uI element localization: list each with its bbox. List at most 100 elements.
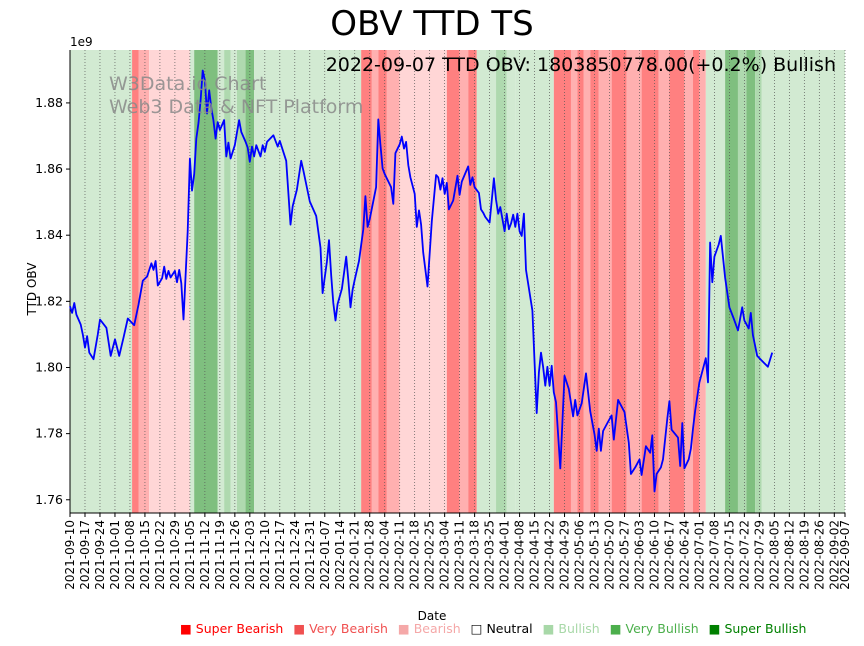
signal-band <box>583 50 591 513</box>
x-tick-label: 2022-03-11 <box>453 520 467 590</box>
x-tick-label: 2022-01-28 <box>363 520 377 590</box>
signal-band <box>371 50 379 513</box>
x-tick-label: 2021-11-19 <box>213 520 227 590</box>
x-tick-label: 2022-08-26 <box>812 520 826 590</box>
x-tick-label: 2022-05-20 <box>603 520 617 590</box>
signal-band <box>725 50 738 513</box>
x-tick-label: 2021-10-29 <box>168 520 182 590</box>
signal-band <box>217 50 225 513</box>
x-tick-label: 2021-12-03 <box>243 520 257 590</box>
x-tick-label: 2022-06-24 <box>677 520 691 590</box>
x-tick-label: 2022-07-15 <box>722 520 736 590</box>
x-tick-label: 2021-12-17 <box>273 520 287 590</box>
watermark-line-2: Web3 Data & NFT Platform <box>109 96 364 118</box>
signal-band <box>553 50 571 513</box>
x-tick-label: 2021-12-10 <box>258 520 272 590</box>
signal-band <box>755 50 762 513</box>
x-tick-label: 2022-08-19 <box>797 520 811 590</box>
x-tick-label: 2021-09-10 <box>63 520 77 590</box>
signal-band <box>705 50 726 513</box>
x-tick-label: 2022-06-03 <box>632 520 646 590</box>
y-tick-label: 1.82 <box>35 293 63 308</box>
signal-band <box>399 50 447 513</box>
x-tick-label: 2022-01-14 <box>333 520 347 590</box>
x-tick-label: 2021-10-15 <box>138 520 152 590</box>
y-tick-label: 1.86 <box>35 161 63 176</box>
x-tick-label: 2022-03-25 <box>483 520 497 590</box>
x-tick-label: 2021-10-01 <box>108 520 122 590</box>
x-tick-label: 2022-06-17 <box>662 520 676 590</box>
x-tick-label: 2022-07-01 <box>692 520 706 590</box>
signal-band <box>70 50 133 513</box>
legend-item: ■ Bullish <box>542 621 600 636</box>
x-tick-label: 2022-04-08 <box>513 520 527 590</box>
signal-band <box>611 50 627 513</box>
signal-band <box>468 50 477 513</box>
x-tick-label: 2022-03-18 <box>468 520 482 590</box>
signal-band <box>446 50 460 513</box>
x-tick-label: 2022-07-22 <box>737 520 751 590</box>
signal-band <box>658 50 670 513</box>
x-tick-label: 2022-05-06 <box>573 520 587 590</box>
x-tick-label: 2021-09-17 <box>78 520 92 590</box>
legend-item: ■ Super Bearish <box>180 621 284 636</box>
signal-band <box>570 50 578 513</box>
signal-band <box>132 50 139 513</box>
legend-item: ■ Very Bullish <box>609 621 699 636</box>
legend: ■ Super Bearish ■ Very Bearish ■ Bearish □ … <box>180 621 806 636</box>
signal-band <box>684 50 693 513</box>
watermark-line-1: W3Data.io Chart <box>109 73 267 95</box>
signal-band <box>737 50 747 513</box>
chart-subtitle: 2022-09-07 TTD OBV: 1803850778.00(+0.2%)… <box>325 54 836 76</box>
x-tick-label: 2021-11-12 <box>198 520 212 590</box>
y-tick-label: 1.88 <box>35 95 63 110</box>
signal-band <box>138 50 150 513</box>
signal-band <box>699 50 706 513</box>
signal-band <box>598 50 612 513</box>
x-tick-label: 2022-05-13 <box>588 520 602 590</box>
x-tick-label: 2022-09-07 <box>838 520 852 590</box>
signal-band <box>361 50 372 513</box>
signal-band <box>746 50 756 513</box>
legend-item: □ Neutral <box>470 621 533 636</box>
chart-title: OBV TTD TS <box>330 4 534 44</box>
x-tick-label: 2022-06-10 <box>647 520 661 590</box>
x-tick-label: 2021-11-26 <box>228 520 242 590</box>
signal-band <box>761 50 845 513</box>
signal-band <box>692 50 700 513</box>
signal-band <box>669 50 685 513</box>
x-tick-label: 2022-07-08 <box>707 520 721 590</box>
y-axis-exponent: 1e9 <box>70 35 93 49</box>
signal-band <box>641 50 659 513</box>
x-tick-label: 2022-02-11 <box>393 520 407 590</box>
y-axis-label: TTD OBV <box>25 262 39 316</box>
x-tick-label: 2022-07-29 <box>752 520 766 590</box>
signal-band <box>577 50 584 513</box>
signal-band <box>189 50 195 513</box>
legend-item: ■ Super Bullish <box>708 621 807 636</box>
y-tick-label: 1.78 <box>35 426 63 441</box>
x-tick-label: 2022-04-01 <box>498 520 512 590</box>
x-tick-label: 2022-04-22 <box>543 520 557 590</box>
y-tick-label: 1.76 <box>35 492 63 507</box>
signal-band <box>378 50 387 513</box>
x-tick-label: 2022-01-07 <box>318 520 332 590</box>
x-tick-label: 2022-08-05 <box>767 520 781 590</box>
x-tick-label: 2022-05-27 <box>617 520 631 590</box>
x-tick-label: 2021-09-24 <box>93 520 107 590</box>
signal-band <box>254 50 362 513</box>
x-tick-label: 2022-04-15 <box>528 520 542 590</box>
x-tick-label: 2021-12-24 <box>288 520 302 590</box>
signal-band <box>194 50 218 513</box>
x-tick-label: 2022-02-18 <box>408 520 422 590</box>
signal-band <box>506 50 516 513</box>
signal-band <box>236 50 246 513</box>
signal-band <box>626 50 642 513</box>
signal-band <box>476 50 497 513</box>
signal-band <box>459 50 469 513</box>
signal-band <box>386 50 400 513</box>
signal-band <box>149 50 190 513</box>
x-tick-label: 2022-04-29 <box>558 520 572 590</box>
y-tick-label: 1.80 <box>35 359 63 374</box>
